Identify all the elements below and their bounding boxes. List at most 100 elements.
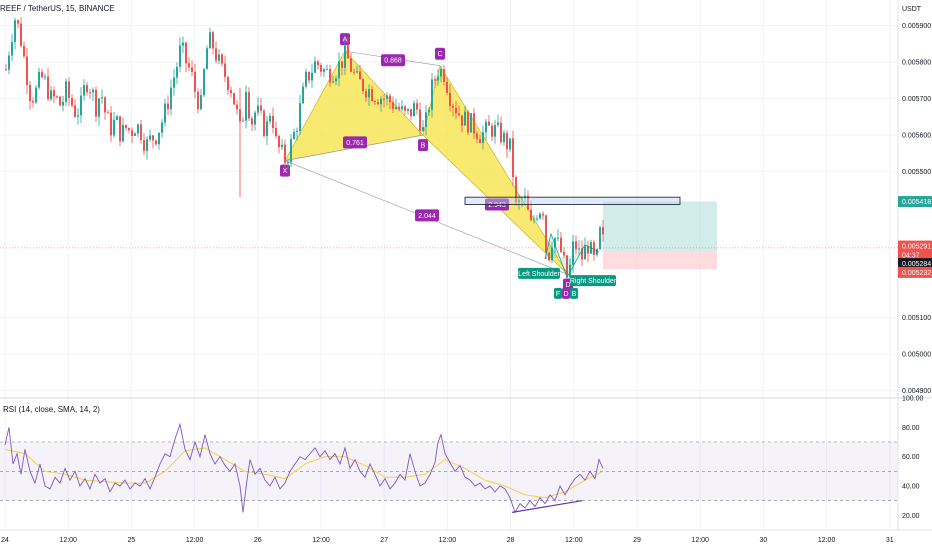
candle-body: [50, 90, 52, 100]
candle-body: [572, 241, 574, 265]
candle-body: [566, 255, 568, 278]
time-tick-label: 24: [1, 537, 9, 544]
candle-body: [428, 109, 430, 113]
rsi-axis[interactable]: 100.00 80.00 60.00 40.00 20.00: [902, 396, 924, 520]
candle-body: [317, 61, 319, 66]
left-shoulder-label: Left Shoulder: [518, 271, 560, 278]
candle-body: [359, 71, 361, 80]
candle-body: [518, 199, 520, 203]
candle-body: [416, 103, 418, 110]
candle-body: [335, 78, 337, 82]
candle-body: [290, 138, 292, 163]
candle-body: [272, 115, 274, 128]
pattern-mini-box: [562, 287, 570, 299]
candle-body: [155, 140, 157, 145]
price-tick-label: 0.005500: [902, 169, 931, 176]
candle-body: [173, 77, 175, 88]
candle-body: [512, 138, 514, 178]
time-tick-label: 12:00: [565, 537, 583, 544]
candle-body: [365, 91, 367, 98]
candle-body: [425, 112, 427, 128]
symbol-title[interactable]: REEF / TetherUS, 15, BINANCE: [0, 4, 115, 13]
time-axis[interactable]: 24 12:00 25 12:00 26 12:00 27 12:00 28 12:00 29 12:…: [1, 537, 894, 544]
candle-body: [8, 55, 10, 70]
candle-body: [377, 102, 379, 105]
candle-body: [146, 139, 148, 151]
price-axis[interactable]: USDT 0.005900 0.005800 0.005700 0.005600 0.0…: [902, 6, 931, 395]
candle-body: [356, 71, 358, 73]
candle-body: [302, 86, 304, 104]
candle-body: [158, 132, 160, 145]
candle-body: [575, 241, 577, 250]
candle-body: [383, 98, 385, 100]
candle-body: [599, 227, 601, 250]
candle-body: [467, 111, 469, 133]
resistance-rectangle: [464, 196, 681, 205]
long-position-tool[interactable]: [0, 201, 898, 270]
candle-body: [449, 92, 451, 106]
candle-body: [140, 124, 142, 141]
pattern-point-marker: [435, 47, 445, 60]
candle-body: [170, 87, 172, 110]
candle-body: [434, 79, 436, 81]
price-tag-box: [898, 258, 932, 270]
candle-body: [74, 105, 76, 117]
candle-body: [362, 79, 364, 92]
head-and-shoulders[interactable]: Left Shoulder Right Shoulder F D B: [518, 232, 617, 299]
candle-body: [482, 132, 484, 143]
candle-body: [221, 54, 223, 64]
candle-body: [95, 89, 97, 117]
pattern-ratio-box: [343, 136, 367, 149]
price-tick-label: 0.005700: [902, 96, 931, 103]
candle-body: [374, 101, 376, 103]
time-tick-label: 12:00: [439, 537, 457, 544]
candle-body: [179, 45, 181, 67]
candle-body: [320, 65, 322, 72]
candle-body: [275, 127, 277, 137]
candle-body: [104, 97, 106, 113]
candle-body: [287, 162, 289, 164]
candle-body: [389, 95, 391, 103]
candle-body: [545, 215, 547, 253]
candle-body: [293, 131, 295, 139]
candle-body: [68, 81, 70, 98]
pattern-mini-box: [570, 287, 578, 299]
candle-body: [101, 97, 103, 99]
time-tick-label: 12:00: [691, 537, 709, 544]
candle-body: [206, 48, 208, 70]
time-tick-label: 28: [507, 537, 515, 544]
candle-body: [53, 90, 55, 97]
candle-body: [323, 69, 325, 72]
rsi-band-fill: [0, 442, 898, 501]
price-tag-box: [898, 266, 932, 278]
pattern-point-marker: [418, 139, 428, 152]
candle-body: [596, 249, 598, 255]
candle-body: [35, 87, 37, 103]
pattern-point-label: B: [421, 143, 426, 150]
candle-body: [266, 121, 268, 137]
candle-body: [338, 61, 340, 79]
candle-body: [530, 209, 532, 221]
candle-body: [491, 125, 493, 137]
pattern-point-label: C: [437, 51, 442, 58]
resistance-zone[interactable]: [464, 196, 681, 205]
candle-body: [422, 127, 424, 132]
candle-body: [446, 81, 448, 93]
time-tick-label: 27: [380, 537, 388, 544]
rsi-title[interactable]: RSI (14, close, SMA, 14, 2): [3, 405, 100, 414]
candle-body: [176, 66, 178, 78]
candle-body: [224, 63, 226, 78]
candle-body: [353, 71, 355, 73]
candle-body: [137, 124, 139, 134]
rsi-indicator: [4, 422, 604, 514]
price-tag-box: [898, 240, 932, 252]
time-tick-label: 12:00: [312, 537, 330, 544]
time-tick-label: 12:00: [186, 537, 204, 544]
candle-body: [419, 109, 421, 132]
candle-body: [299, 103, 301, 131]
candle-body: [551, 247, 553, 261]
time-tick-label: 12:00: [59, 537, 77, 544]
candle-body: [32, 101, 34, 103]
